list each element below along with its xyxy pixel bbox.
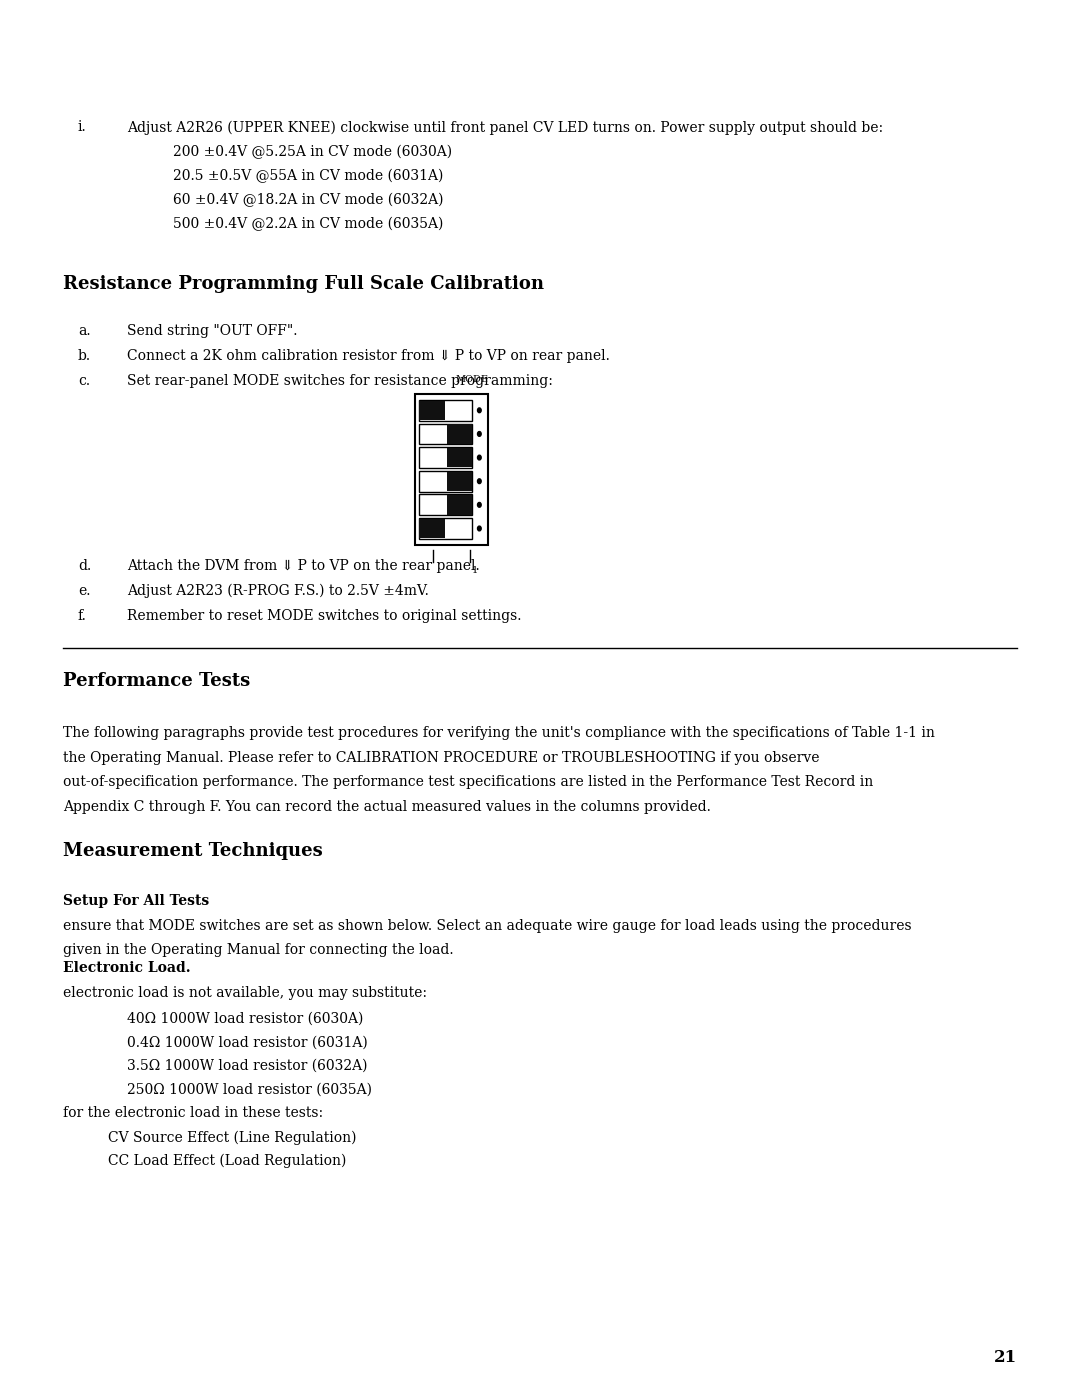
- Text: CC Load Effect (Load Regulation): CC Load Effect (Load Regulation): [108, 1154, 347, 1168]
- Circle shape: [477, 503, 482, 507]
- Text: 3.5Ω 1000W load resistor (6032A): 3.5Ω 1000W load resistor (6032A): [127, 1059, 368, 1073]
- Text: The following paragraphs provide test procedures for verifying the unit's compli: The following paragraphs provide test pr…: [63, 726, 934, 740]
- Bar: [419, 401, 445, 420]
- Bar: [447, 425, 472, 444]
- Text: CV Source Effect (Line Regulation): CV Source Effect (Line Regulation): [108, 1130, 356, 1144]
- Text: Attach the DVM from ⇓ P to VP on the rear panel.: Attach the DVM from ⇓ P to VP on the rea…: [127, 559, 481, 573]
- Text: b.: b.: [78, 349, 91, 363]
- Text: Measurement Techniques: Measurement Techniques: [63, 842, 323, 861]
- Text: Electronic Load.: Electronic Load.: [63, 961, 190, 975]
- Bar: [419, 447, 472, 468]
- Text: 60 ±0.4V @18.2A in CV mode (6032A): 60 ±0.4V @18.2A in CV mode (6032A): [173, 193, 443, 207]
- Text: i.: i.: [78, 120, 86, 134]
- Bar: [419, 518, 445, 538]
- Bar: [415, 394, 488, 545]
- Bar: [419, 518, 472, 539]
- Text: Send string "OUT OFF".: Send string "OUT OFF".: [127, 324, 298, 338]
- Text: 250Ω 1000W load resistor (6035A): 250Ω 1000W load resistor (6035A): [127, 1083, 373, 1097]
- Text: 200 ±0.4V @5.25A in CV mode (6030A): 200 ±0.4V @5.25A in CV mode (6030A): [173, 145, 451, 159]
- Text: for the electronic load in these tests:: for the electronic load in these tests:: [63, 1106, 323, 1120]
- Circle shape: [477, 432, 482, 436]
- Bar: [419, 423, 472, 444]
- Text: 20.5 ±0.5V @55A in CV mode (6031A): 20.5 ±0.5V @55A in CV mode (6031A): [173, 169, 443, 183]
- Text: e.: e.: [78, 584, 91, 598]
- Text: out-of-specification performance. The performance test specifications are listed: out-of-specification performance. The pe…: [63, 775, 873, 789]
- Text: a.: a.: [78, 324, 91, 338]
- Bar: [447, 472, 472, 490]
- Bar: [447, 448, 472, 467]
- Circle shape: [477, 408, 482, 412]
- Text: 40Ω 1000W load resistor (6030A): 40Ω 1000W load resistor (6030A): [127, 1011, 364, 1025]
- Text: 500 ±0.4V @2.2A in CV mode (6035A): 500 ±0.4V @2.2A in CV mode (6035A): [173, 217, 443, 231]
- Text: 0.4Ω 1000W load resistor (6031A): 0.4Ω 1000W load resistor (6031A): [127, 1035, 368, 1049]
- Text: c.: c.: [78, 374, 90, 388]
- Bar: [419, 400, 472, 420]
- Text: Set rear-panel MODE switches for resistance programming:: Set rear-panel MODE switches for resista…: [127, 374, 553, 388]
- Bar: [447, 495, 472, 514]
- Text: Remember to reset MODE switches to original settings.: Remember to reset MODE switches to origi…: [127, 609, 522, 623]
- Text: Connect a 2K ohm calibration resistor from ⇓ P to VP on rear panel.: Connect a 2K ohm calibration resistor fr…: [127, 349, 610, 363]
- Text: Resistance Programming Full Scale Calibration: Resistance Programming Full Scale Calibr…: [63, 275, 543, 293]
- Text: the Operating Manual. Please refer to CALIBRATION PROCEDURE or TROUBLESHOOTING i: the Operating Manual. Please refer to CA…: [63, 752, 819, 766]
- Bar: [419, 495, 472, 515]
- Text: Adjust A2R26 (UPPER KNEE) clockwise until front panel CV LED turns on. Power sup: Adjust A2R26 (UPPER KNEE) clockwise unti…: [127, 120, 883, 134]
- Text: f.: f.: [78, 609, 86, 623]
- Text: Adjust A2R23 (R-PROG F.S.) to 2.5V ±4mV.: Adjust A2R23 (R-PROG F.S.) to 2.5V ±4mV.: [127, 584, 430, 598]
- Circle shape: [477, 455, 482, 460]
- Bar: [419, 471, 472, 492]
- Text: Setup For All Tests: Setup For All Tests: [63, 894, 208, 908]
- Text: MODE: MODE: [456, 376, 488, 384]
- Text: ensure that MODE switches are set as shown below. Select an adequate wire gauge : ensure that MODE switches are set as sho…: [63, 919, 912, 933]
- Text: Appendix C through F. You can record the actual measured values in the columns p: Appendix C through F. You can record the…: [63, 799, 711, 814]
- Text: Performance Tests: Performance Tests: [63, 672, 249, 690]
- Text: 1: 1: [472, 566, 478, 574]
- Text: given in the Operating Manual for connecting the load.: given in the Operating Manual for connec…: [63, 943, 454, 957]
- Circle shape: [477, 527, 482, 531]
- Text: d.: d.: [78, 559, 91, 573]
- Text: electronic load is not available, you may substitute:: electronic load is not available, you ma…: [63, 986, 427, 1000]
- Text: 21: 21: [995, 1350, 1017, 1366]
- Circle shape: [477, 479, 482, 483]
